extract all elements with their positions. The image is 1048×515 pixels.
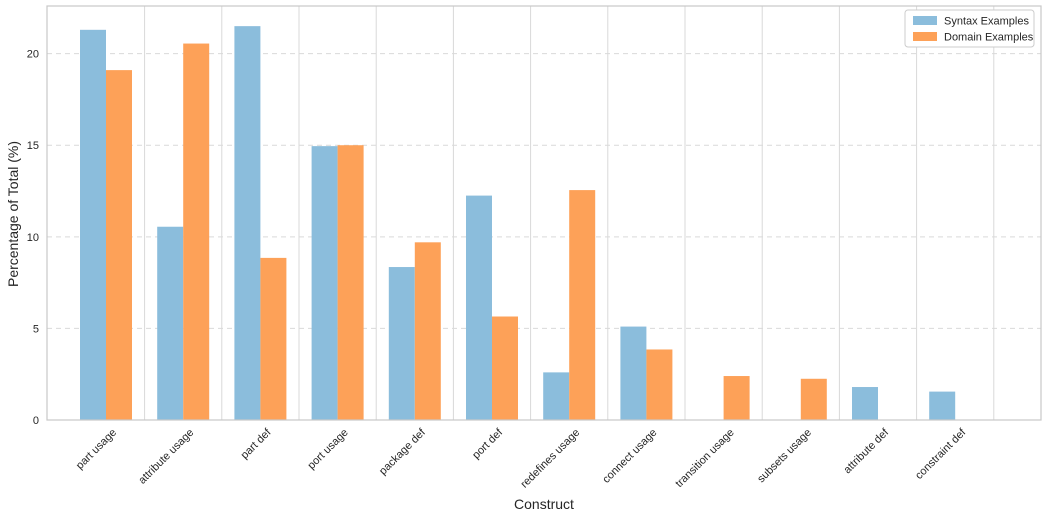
legend-label-domain: Domain Examples <box>944 32 1034 44</box>
bar-syntax-attribute-def <box>852 387 878 420</box>
x-axis-ticks: part usage attribute usage part def port us… <box>74 426 969 491</box>
bar-domain-connect-usage <box>646 349 673 420</box>
y-axis-label: Percentage of Total (%) <box>5 141 21 287</box>
x-tick-label: port usage <box>305 427 350 472</box>
legend-label-syntax: Syntax Examples <box>944 16 1029 28</box>
x-tick-label: constraint def <box>913 426 969 482</box>
bar-syntax-redefines-usage <box>543 372 570 420</box>
x-tick-label: package def <box>377 426 429 478</box>
bar-domain-part-def <box>260 257 287 420</box>
x-tick-label: port def <box>470 426 506 462</box>
y-tick-label: 15 <box>27 140 39 152</box>
legend-box <box>904 9 1035 48</box>
legend-swatch-syntax <box>913 16 937 25</box>
bars-layer <box>80 26 956 421</box>
y-tick-label: 10 <box>27 232 39 244</box>
x-tick-label: attribute def <box>842 426 892 476</box>
y-tick-label: 20 <box>27 49 39 61</box>
x-tick-label: subsets usage <box>755 427 814 486</box>
y-axis-ticks: 0 5 10 15 20 <box>27 49 39 427</box>
plot-frame <box>46 5 1042 421</box>
y-tick-label: 5 <box>33 323 39 335</box>
x-tick-label: part usage <box>74 427 119 472</box>
bar-domain-redefines-usage <box>569 190 596 420</box>
legend: Syntax Examples Domain Examples <box>904 9 1035 48</box>
grid-layer <box>47 6 1041 420</box>
x-tick-label: attribute usage <box>136 427 196 487</box>
bar-domain-port-def <box>492 316 518 420</box>
y-tick-label: 0 <box>33 415 39 427</box>
bar-domain-attribute-usage <box>183 43 210 420</box>
bar-domain-package-def <box>414 242 441 420</box>
bar-syntax-port-usage <box>311 146 338 421</box>
x-tick-label: part def <box>239 426 275 462</box>
bar-domain-port-usage <box>337 145 364 420</box>
bar-syntax-constraint-def <box>929 391 956 420</box>
bar-syntax-package-def <box>388 267 415 420</box>
x-tick-label: transition usage <box>673 427 736 490</box>
bar-syntax-attribute-usage <box>157 226 184 420</box>
bar-syntax-part-usage <box>80 29 106 421</box>
x-tick-label: connect usage <box>600 427 659 486</box>
x-tick-label: redefines usage <box>518 427 582 491</box>
x-axis-label: Construct <box>514 496 574 512</box>
legend-swatch-domain <box>913 32 937 41</box>
bar-syntax-port-def <box>466 195 492 420</box>
bar-domain-part-usage <box>106 70 132 420</box>
bar-domain-subsets-usage <box>800 378 827 420</box>
bar-domain-transition-usage <box>723 376 750 420</box>
bar-syntax-part-def <box>234 26 261 420</box>
bar-syntax-connect-usage <box>620 326 647 420</box>
